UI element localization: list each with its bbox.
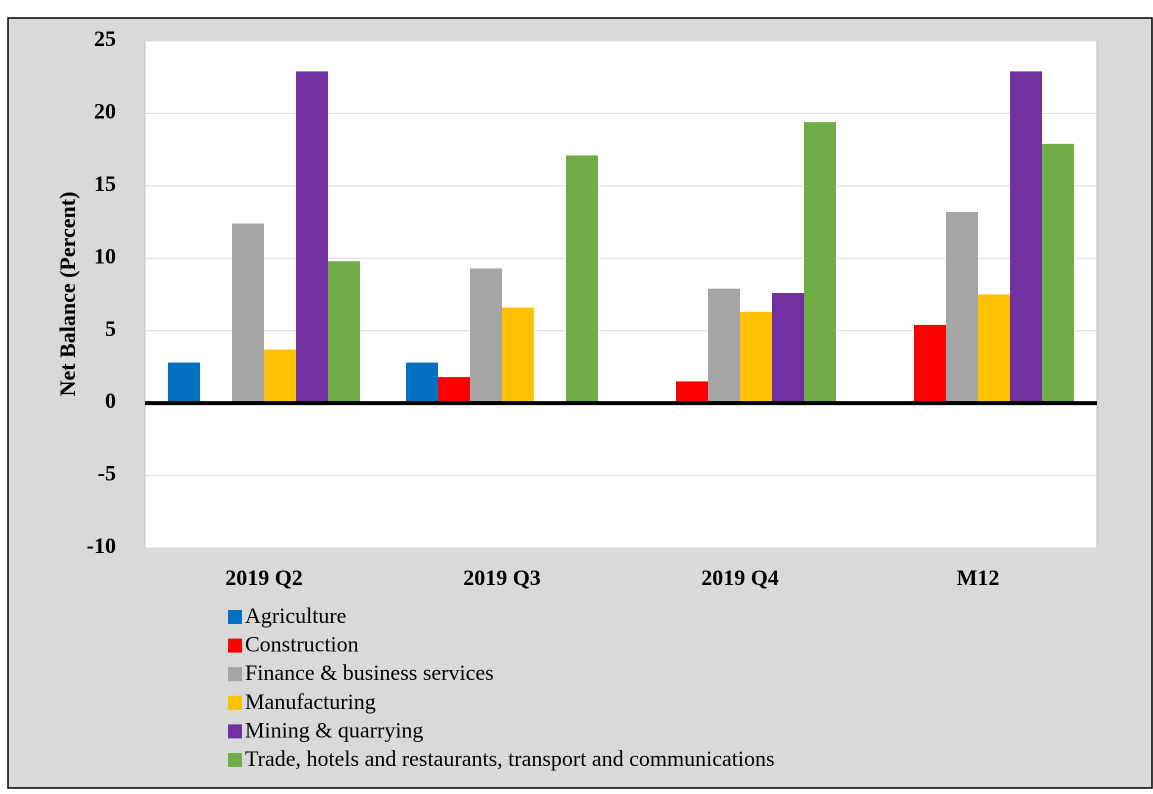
y-tick-label: 15 (94, 171, 116, 196)
bar (264, 349, 296, 404)
legend-swatch (228, 638, 242, 653)
bar (1042, 143, 1074, 404)
x-tick-label: 2019 Q2 (225, 565, 303, 590)
legend-label: Trade, hotels and restaurants, transport… (245, 746, 775, 771)
x-tick-label: 2019 Q3 (463, 565, 541, 590)
y-tick-label: 10 (94, 243, 116, 268)
bar (406, 362, 438, 404)
bar (740, 311, 772, 404)
bar (232, 223, 264, 404)
bar (804, 122, 836, 404)
legend-swatch (228, 724, 242, 739)
bar (566, 155, 598, 404)
legend-label: Manufacturing (245, 689, 376, 714)
legend-swatch (228, 667, 242, 682)
bar (296, 71, 328, 404)
bar (328, 261, 360, 404)
x-tick-label: M12 (957, 565, 1000, 590)
bar (772, 293, 804, 404)
y-tick-label: 5 (105, 316, 116, 341)
bar (978, 294, 1010, 404)
legend-label: Construction (245, 632, 359, 657)
y-axis-label: Net Balance (Percent) (55, 192, 80, 397)
bar (502, 307, 534, 404)
bar (946, 211, 978, 404)
bar (708, 288, 740, 404)
legend-label: Agriculture (245, 603, 346, 628)
bar (168, 362, 200, 404)
bar (470, 268, 502, 404)
y-tick-label: -5 (98, 461, 116, 486)
bar (438, 377, 470, 404)
y-tick-label: 0 (105, 388, 116, 413)
y-tick-label: 25 (94, 26, 116, 51)
x-tick-label: 2019 Q4 (701, 565, 779, 590)
bar (914, 324, 946, 404)
legend-swatch (228, 753, 242, 767)
legend-label: Mining & quarrying (245, 717, 423, 742)
bar (676, 381, 708, 404)
legend-swatch (228, 610, 242, 624)
y-tick-label: -10 (87, 533, 116, 558)
y-tick-label: 20 (94, 98, 116, 123)
legend-label: Finance & business services (245, 660, 494, 685)
legend-swatch (228, 695, 242, 710)
bar (1010, 71, 1042, 404)
